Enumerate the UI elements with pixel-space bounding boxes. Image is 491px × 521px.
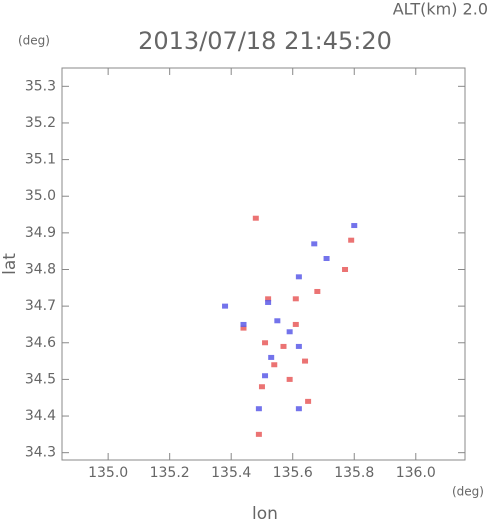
x-unit: (deg) (452, 485, 484, 499)
radar-echo (286, 329, 293, 335)
radar-echo (292, 296, 299, 302)
radar-echo (286, 376, 293, 382)
y-tick-label: 34.3 (25, 445, 56, 461)
y-tick-label: 34.6 (25, 335, 56, 351)
radar-echo (255, 431, 262, 437)
altitude-label: ALT(km) 2.0 (393, 0, 488, 19)
radar-echo (255, 406, 262, 412)
radar-echo (295, 274, 302, 280)
y-axis-title: lat (0, 253, 20, 275)
radar-echo (262, 373, 269, 379)
y-tick-label: 34.5 (25, 371, 56, 387)
radar-echo (280, 343, 287, 349)
radar-echo (268, 354, 275, 360)
y-tick-label: 34.9 (25, 225, 56, 241)
x-tick-label: 135.4 (211, 465, 251, 481)
chart-title: 2013/07/18 21:45:20 (138, 27, 392, 55)
radar-echo (302, 358, 309, 364)
radar-echo (351, 223, 358, 229)
radar-echo (274, 318, 281, 324)
x-tick-label: 135.8 (334, 465, 374, 481)
radar-echo (295, 406, 302, 412)
radar-echo (305, 398, 312, 404)
y-tick-label: 34.8 (25, 261, 56, 277)
radar-echo (258, 384, 265, 390)
radar-echo (252, 215, 259, 221)
y-tick-label: 34.4 (25, 408, 56, 424)
radar-echo (265, 299, 272, 305)
x-tick-label: 136.0 (396, 465, 436, 481)
x-tick-label: 135.2 (150, 465, 190, 481)
y-tick-label: 34.7 (25, 298, 56, 314)
x-tick-label: 135.6 (273, 465, 313, 481)
radar-echo (222, 303, 229, 309)
x-tick-label: 135.0 (88, 465, 128, 481)
radar-echo (311, 241, 318, 247)
radar-echo (348, 237, 355, 243)
plot-frame (61, 67, 466, 461)
radar-echo (240, 325, 247, 331)
radar-echo (262, 340, 269, 346)
radar-echo (314, 288, 321, 294)
y-tick-label: 35.3 (25, 78, 56, 94)
radar-echo (342, 266, 349, 272)
radar-echo (271, 362, 278, 368)
y-tick-label: 35.2 (25, 115, 56, 131)
radar-echo (240, 321, 247, 327)
radar-echo (295, 343, 302, 349)
y-unit: (deg) (18, 34, 50, 48)
radar-echo (265, 296, 272, 302)
x-axis-title: lon (252, 504, 278, 521)
radar-echo (292, 321, 299, 327)
radar-echo (323, 256, 330, 262)
y-tick-label: 35.1 (25, 152, 56, 168)
y-tick-label: 35.0 (25, 188, 56, 204)
